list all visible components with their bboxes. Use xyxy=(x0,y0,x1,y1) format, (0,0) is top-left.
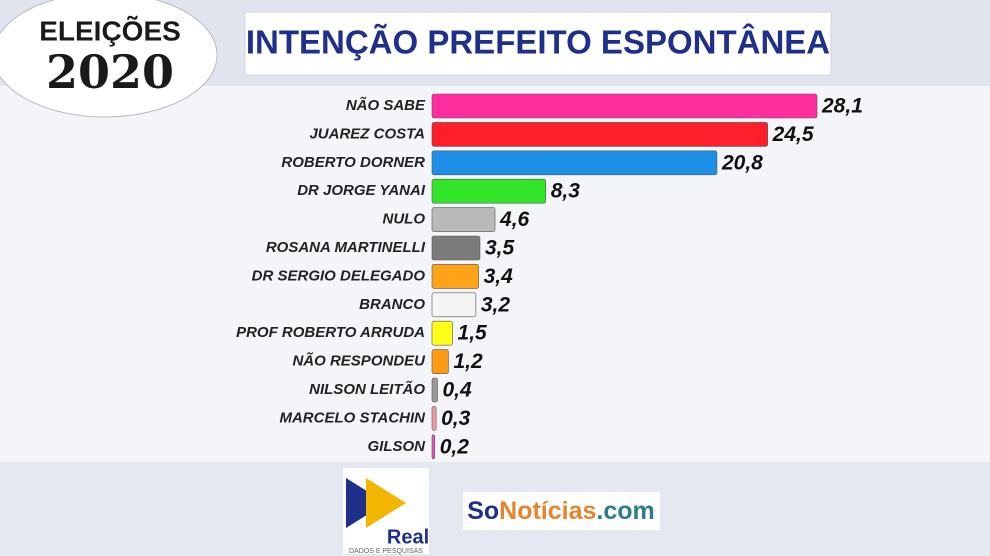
com: .com xyxy=(596,497,654,525)
category-label: MARCELO STACHIN xyxy=(279,409,426,426)
plot-area xyxy=(0,86,990,462)
bar xyxy=(431,178,547,204)
value-label: 4,6 xyxy=(499,208,530,231)
category-label: JUAREZ COSTA xyxy=(309,125,425,142)
bar xyxy=(431,406,437,431)
value-label: 24,5 xyxy=(772,123,814,146)
badge-line2: 2020 xyxy=(46,45,174,99)
value-label: 0,3 xyxy=(441,407,471,430)
value-label: 0,4 xyxy=(442,379,472,402)
bar xyxy=(431,320,453,346)
sonoticias-text: SoNotícias.com xyxy=(467,497,655,525)
value-label: 1,5 xyxy=(458,322,488,345)
badge xyxy=(0,0,218,118)
value-label: 28,1 xyxy=(821,95,863,118)
category-label: DR JORGE YANAI xyxy=(297,182,426,199)
bar xyxy=(431,235,481,261)
real-sub: DADOS E PESQUISAS xyxy=(349,548,423,555)
bar xyxy=(431,93,818,119)
bar xyxy=(431,150,718,176)
category-label: DR SERGIO DELEGADO xyxy=(252,267,426,284)
value-label: 1,2 xyxy=(453,350,483,373)
badge-line1: ELEIÇÕES xyxy=(39,15,181,46)
category-label: PROF ROBERTO ARRUDA xyxy=(236,324,425,341)
value-label: 20,8 xyxy=(721,151,763,174)
bar xyxy=(431,122,768,147)
category-label: NÃO RESPONDEU xyxy=(292,352,426,370)
value-label: 3,5 xyxy=(485,237,515,260)
bar xyxy=(431,434,436,460)
category-label: ROBERTO DORNER xyxy=(281,154,425,171)
value-label: 3,2 xyxy=(481,293,511,316)
real-logo-shape xyxy=(366,478,406,528)
category-label: NILSON LEITÃO xyxy=(309,380,425,398)
category-label: ROSANA MARTINELLI xyxy=(266,239,426,256)
noticias: Notícias xyxy=(499,497,596,525)
chart-title: INTENÇÃO PREFEITO ESPONTÂNEA xyxy=(246,24,830,61)
category-label: NÃO SABE xyxy=(346,96,426,114)
bar xyxy=(431,377,438,403)
real-name: Real xyxy=(387,526,429,548)
bar xyxy=(431,207,496,232)
bar xyxy=(431,292,477,318)
value-label: 0,2 xyxy=(440,435,470,458)
category-label: BRANCO xyxy=(359,296,425,313)
so: So xyxy=(467,497,499,525)
value-label: 3,4 xyxy=(484,265,514,288)
category-label: GILSON xyxy=(367,438,426,455)
bar xyxy=(431,264,479,289)
title-box xyxy=(244,11,832,76)
value-label: 8,3 xyxy=(551,180,581,203)
category-label: NULO xyxy=(383,211,426,228)
sonoticias-logo xyxy=(463,492,660,530)
bar xyxy=(431,349,449,374)
